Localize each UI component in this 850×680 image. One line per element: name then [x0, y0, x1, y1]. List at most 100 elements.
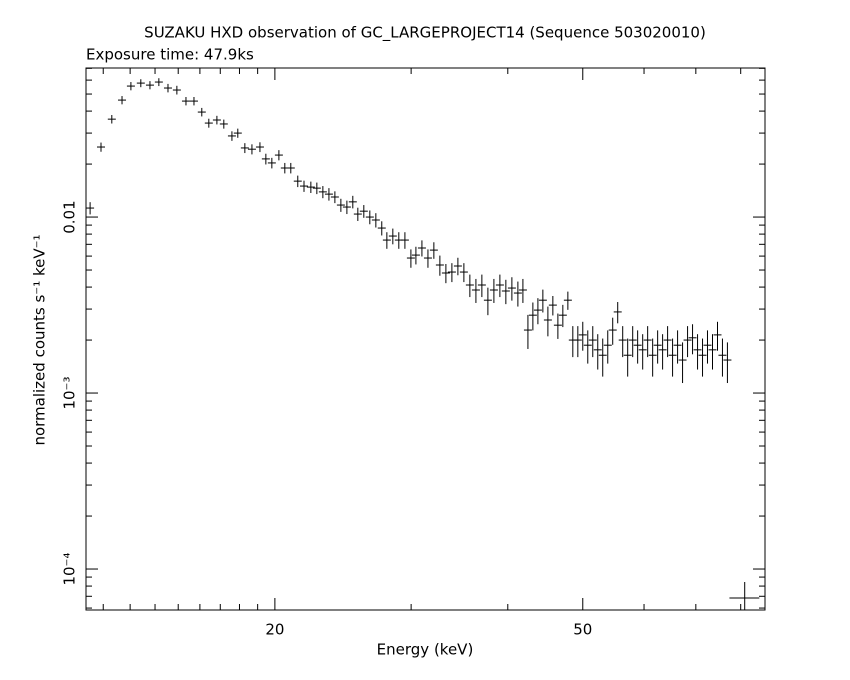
data-point [423, 249, 432, 268]
y-tick-label: 10⁻³ [61, 377, 79, 410]
data-point [126, 82, 135, 91]
data-point [548, 295, 557, 316]
data-point [507, 277, 516, 301]
data-point [588, 326, 597, 358]
data-point [459, 263, 468, 283]
data-point [342, 200, 351, 215]
data-point [365, 210, 374, 225]
x-tick-label: 20 [265, 621, 284, 639]
data-point [377, 221, 386, 236]
data-point [688, 324, 697, 355]
data-point [658, 334, 667, 370]
data-point [668, 338, 677, 377]
data-point [583, 330, 592, 364]
data-point [543, 306, 552, 337]
data-point [603, 330, 612, 364]
data-point [643, 326, 652, 358]
data-point [172, 85, 181, 95]
x-axis-label: Energy (keV) [377, 641, 474, 659]
data-point [538, 289, 547, 313]
data-point [227, 131, 236, 141]
data-point [96, 142, 105, 152]
data-point [136, 79, 145, 88]
data-point [406, 249, 415, 268]
data-point [633, 330, 642, 364]
data-point [429, 242, 438, 259]
data-point [145, 81, 154, 90]
data-point [219, 119, 228, 129]
data-point [212, 115, 221, 125]
data-point [693, 334, 702, 370]
data-point [718, 338, 727, 377]
data-point [729, 581, 760, 610]
data-point [353, 207, 362, 221]
data-point [598, 338, 607, 377]
data-point [163, 83, 172, 93]
y-tick-label: 0.01 [61, 200, 79, 233]
data-point [563, 291, 572, 310]
data-point [441, 264, 450, 284]
data-point [267, 157, 276, 169]
data-point [240, 143, 249, 154]
data-point [359, 205, 368, 218]
data-point [638, 334, 647, 370]
data-point [447, 263, 456, 283]
data-point [107, 115, 116, 124]
data-point [181, 97, 190, 106]
data-point [558, 304, 567, 328]
data-point [411, 246, 420, 265]
data-point [233, 128, 242, 138]
data-point [274, 150, 283, 161]
data-point [306, 181, 315, 193]
data-point [573, 326, 582, 358]
data-point [261, 153, 270, 165]
data-point [154, 78, 163, 87]
data-point [247, 144, 256, 155]
series [729, 581, 760, 610]
data-point [648, 338, 657, 377]
data-point [324, 188, 333, 201]
data-point [483, 287, 492, 316]
data-point [623, 338, 632, 377]
data-point [417, 240, 426, 257]
data-point [197, 107, 206, 117]
data-point [388, 228, 397, 245]
data-point [204, 118, 213, 128]
data-point [312, 182, 321, 195]
data-point [348, 195, 357, 209]
data-point [628, 326, 637, 358]
data-point [336, 198, 345, 212]
data-point [528, 302, 537, 331]
data-point [400, 232, 409, 249]
data-point [471, 278, 480, 303]
data-point [653, 330, 662, 364]
data-point [553, 313, 562, 339]
data-point [703, 330, 712, 364]
data-point [713, 321, 722, 351]
data-point [255, 142, 264, 153]
data-point [518, 278, 527, 303]
data-point [371, 213, 380, 228]
data-point [465, 274, 474, 298]
data-point [453, 257, 462, 276]
data-point [678, 342, 687, 384]
y-tick-label: 10⁻⁴ [61, 553, 79, 586]
data-point [613, 302, 622, 324]
data-point [683, 326, 692, 358]
chart-title: SUZAKU HXD observation of GC_LARGEPROJEC… [144, 24, 706, 43]
data-point [593, 334, 602, 370]
data-point [86, 202, 95, 215]
data-point [608, 317, 617, 345]
data-point [513, 281, 522, 307]
data-point [495, 274, 504, 298]
data-point [618, 326, 627, 358]
chart-subtitle: Exposure time: 47.9ks [86, 46, 254, 64]
data-point [708, 334, 717, 370]
data-point [663, 326, 672, 358]
data-point [318, 186, 327, 199]
data-point [673, 330, 682, 364]
data-point [698, 338, 707, 377]
plot-frame [85, 67, 766, 611]
